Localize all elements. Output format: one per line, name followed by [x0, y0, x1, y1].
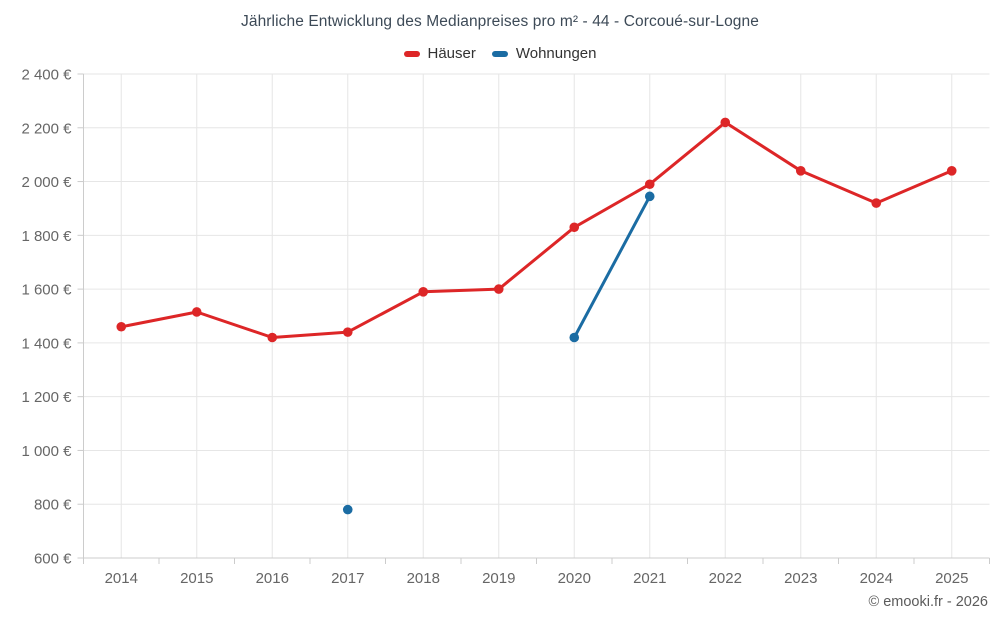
- y-axis-label: 1 800 €: [21, 228, 72, 245]
- data-point-Häuser-2015[interactable]: [191, 307, 202, 317]
- x-axis-label: 2024: [860, 570, 893, 587]
- y-axis-label: 1 200 €: [21, 389, 72, 406]
- series-line-Häuser: [119, 120, 954, 339]
- legend: Häuser Wohnungen: [0, 45, 1000, 62]
- legend-label-haeuser: Häuser: [427, 45, 476, 62]
- x-axis-label: 2025: [935, 570, 968, 587]
- x-axis-label: 2016: [256, 570, 289, 587]
- data-point-Häuser-2019[interactable]: [493, 284, 504, 294]
- data-point-Häuser-2017[interactable]: [342, 327, 353, 337]
- x-axis-label: 2023: [784, 570, 817, 587]
- data-point-Häuser-2023[interactable]: [795, 166, 806, 176]
- x-axis-label: 2020: [558, 570, 591, 587]
- data-point-Wohnungen-2020[interactable]: [569, 332, 580, 343]
- x-axis-label: 2021: [633, 570, 666, 587]
- data-point-Wohnungen-2017[interactable]: [342, 504, 353, 515]
- x-axis-label: 2014: [105, 570, 138, 587]
- y-axis-label: 1 600 €: [21, 282, 72, 299]
- wohnungen-series-swatch-icon: [491, 50, 508, 57]
- data-point-Häuser-2020[interactable]: [569, 222, 580, 233]
- y-axis-label: 1 000 €: [21, 443, 72, 460]
- x-axis-label: 2018: [407, 570, 440, 587]
- x-axis-label: 2015: [180, 570, 213, 587]
- y-axis-label: 2 200 €: [21, 120, 72, 137]
- y-axis-label: 2 400 €: [21, 67, 72, 84]
- y-axis-label: 2 000 €: [21, 174, 72, 191]
- series-line-Wohnungen: [572, 194, 652, 339]
- data-point-Häuser-2022[interactable]: [720, 117, 731, 128]
- haeuser-series-swatch-icon: [403, 50, 420, 57]
- data-point-Häuser-2018[interactable]: [418, 287, 429, 297]
- data-point-Häuser-2016[interactable]: [267, 332, 278, 343]
- y-axis-label: 600 €: [34, 551, 72, 568]
- x-axis-label: 2017: [331, 570, 364, 587]
- legend-label-wohnungen: Wohnungen: [515, 45, 597, 62]
- y-axis-label: 1 400 €: [21, 335, 72, 352]
- data-point-Häuser-2021[interactable]: [644, 179, 655, 190]
- chart-title: Jährliche Entwicklung des Medianpreises …: [241, 13, 759, 30]
- data-point-Häuser-2024[interactable]: [871, 198, 882, 208]
- data-point-Häuser-2014[interactable]: [116, 321, 127, 332]
- x-axis-label: 2019: [482, 570, 515, 587]
- copyright-text: © emooki.fr - 2026: [868, 594, 988, 610]
- x-axis-label: 2022: [709, 570, 742, 587]
- legend-item-haeuser[interactable]: Häuser: [403, 45, 476, 62]
- data-point-Häuser-2025[interactable]: [946, 166, 957, 176]
- legend-item-wohnungen[interactable]: Wohnungen: [491, 45, 597, 62]
- y-axis-label: 800 €: [34, 497, 72, 514]
- data-point-Wohnungen-2021[interactable]: [644, 191, 655, 202]
